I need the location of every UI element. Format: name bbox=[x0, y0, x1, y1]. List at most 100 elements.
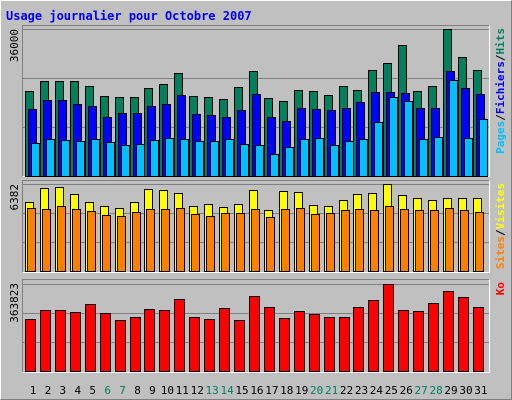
bar bbox=[206, 216, 215, 272]
bar bbox=[61, 140, 70, 177]
x-tick-label: 24 bbox=[370, 384, 384, 397]
bar bbox=[57, 206, 66, 272]
bar bbox=[236, 213, 245, 272]
bar bbox=[368, 300, 379, 372]
bar bbox=[300, 139, 309, 177]
bar bbox=[117, 216, 126, 272]
bar bbox=[419, 139, 428, 177]
bar bbox=[415, 210, 424, 272]
bar bbox=[296, 208, 305, 272]
x-tick-label: 6 bbox=[104, 384, 111, 397]
bar bbox=[115, 320, 126, 372]
bar bbox=[315, 138, 324, 177]
bar bbox=[479, 119, 488, 177]
bar bbox=[130, 317, 141, 372]
x-tick-label: 27 bbox=[415, 384, 428, 397]
bar bbox=[285, 147, 294, 177]
x-tick-label: 17 bbox=[265, 384, 278, 397]
bar bbox=[353, 307, 364, 372]
y-max-label: 363823 bbox=[8, 283, 21, 323]
x-tick-label: 9 bbox=[149, 384, 156, 397]
legend-entry: Ko bbox=[494, 282, 507, 296]
bar bbox=[234, 320, 245, 372]
bar bbox=[76, 141, 85, 177]
x-tick-label: 4 bbox=[74, 384, 81, 397]
bar bbox=[464, 138, 473, 177]
y-max-label: 6382 bbox=[8, 184, 21, 211]
bar bbox=[165, 138, 174, 177]
bar bbox=[339, 317, 350, 372]
bar bbox=[458, 297, 469, 372]
bar bbox=[428, 303, 439, 372]
bar bbox=[102, 215, 111, 272]
x-tick-label: 20 bbox=[310, 384, 323, 397]
x-tick-label: 18 bbox=[280, 384, 293, 397]
plot-border-light bbox=[22, 180, 490, 273]
bar bbox=[150, 140, 159, 177]
bar bbox=[225, 139, 234, 177]
chart-title: Usage journalier pour Octobre 2007 bbox=[6, 9, 252, 23]
x-tick-label: 22 bbox=[340, 384, 353, 397]
x-tick-label: 12 bbox=[191, 384, 204, 397]
x-tick-label: 3 bbox=[60, 384, 67, 397]
bar bbox=[55, 310, 66, 372]
bar bbox=[204, 319, 215, 372]
x-tick-label: 23 bbox=[355, 384, 368, 397]
bar bbox=[121, 145, 130, 177]
bar bbox=[449, 80, 458, 177]
bar bbox=[404, 101, 413, 177]
bar bbox=[398, 310, 409, 372]
legend: Sites/Visites bbox=[494, 183, 507, 269]
bar bbox=[359, 139, 368, 177]
x-tick-label: 19 bbox=[295, 384, 308, 397]
bar bbox=[106, 142, 115, 177]
bar bbox=[46, 139, 55, 177]
x-tick-label: 26 bbox=[400, 384, 413, 397]
legend-separator: / bbox=[494, 54, 507, 61]
bar bbox=[87, 211, 96, 272]
bar bbox=[136, 144, 145, 177]
x-tick-label: 29 bbox=[444, 384, 457, 397]
bar bbox=[270, 154, 279, 177]
bar bbox=[210, 141, 219, 177]
x-tick-label: 7 bbox=[119, 384, 126, 397]
bar bbox=[72, 209, 81, 272]
bar bbox=[355, 209, 364, 272]
legend-entry: Fichiers bbox=[494, 61, 507, 114]
bar bbox=[475, 212, 484, 272]
bar bbox=[383, 284, 394, 372]
bar bbox=[430, 210, 439, 272]
bar bbox=[385, 206, 394, 272]
x-tick-label: 1 bbox=[30, 384, 37, 397]
bar bbox=[389, 97, 398, 177]
bar bbox=[400, 209, 409, 272]
bar bbox=[219, 308, 230, 372]
bar bbox=[251, 209, 260, 272]
x-tick-label: 11 bbox=[176, 384, 189, 397]
plot-border-dark bbox=[22, 180, 490, 273]
plot-border-light bbox=[22, 279, 490, 373]
bar bbox=[473, 307, 484, 372]
bar bbox=[255, 145, 264, 177]
bar bbox=[434, 137, 443, 177]
legend: Pages/Fichiers/Hits bbox=[494, 28, 507, 154]
bar bbox=[460, 210, 469, 272]
bar bbox=[311, 214, 320, 272]
bar bbox=[324, 317, 335, 372]
x-tick-label: 21 bbox=[325, 384, 338, 397]
bar bbox=[85, 304, 96, 372]
bar bbox=[100, 313, 111, 372]
bar bbox=[91, 139, 100, 177]
x-tick-label: 30 bbox=[459, 384, 472, 397]
bar bbox=[445, 208, 454, 272]
bar bbox=[191, 214, 200, 272]
x-tick-label: 5 bbox=[89, 384, 96, 397]
x-tick-label: 15 bbox=[235, 384, 248, 397]
bar bbox=[345, 141, 354, 177]
x-tick-label: 16 bbox=[250, 384, 263, 397]
y-max-label: 36000 bbox=[8, 29, 21, 62]
bar bbox=[264, 307, 275, 372]
legend: Ko bbox=[494, 282, 507, 296]
